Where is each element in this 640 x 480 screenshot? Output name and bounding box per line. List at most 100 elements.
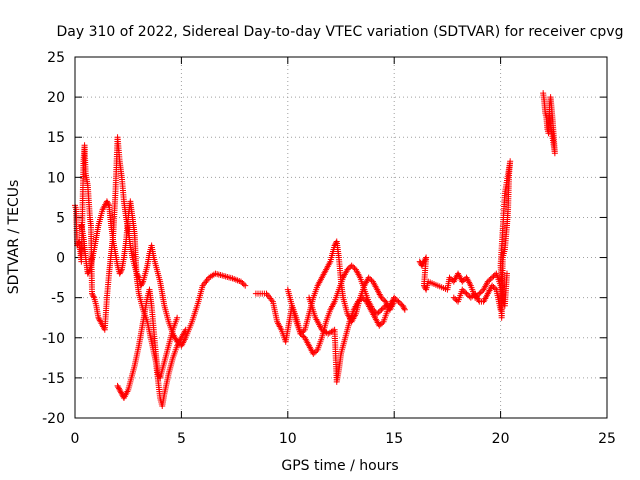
data-point [360, 296, 367, 303]
data-point [394, 297, 401, 304]
data-point [446, 274, 453, 281]
data-point [104, 199, 111, 206]
data-point [462, 289, 469, 296]
x-tick-label: 15 [385, 431, 403, 447]
y-tick-label: 25 [47, 50, 65, 66]
data-points [72, 90, 558, 409]
data-point [463, 290, 470, 297]
y-tick-label: -20 [42, 411, 65, 427]
data-point [115, 385, 122, 392]
data-point [378, 306, 385, 313]
data-point [489, 282, 496, 289]
data-point [467, 294, 474, 301]
data-point [95, 314, 102, 321]
data-point [118, 267, 125, 274]
data-point [401, 305, 408, 312]
data-point [452, 296, 459, 303]
data-point [367, 275, 374, 282]
data-point [447, 275, 454, 282]
data-point [392, 296, 399, 303]
data-point [84, 270, 91, 277]
data-point [400, 304, 407, 311]
data-point [491, 285, 498, 292]
data-point [490, 283, 497, 290]
data-point [237, 278, 244, 285]
y-tick-label: 0 [56, 251, 65, 267]
data-point [182, 326, 189, 333]
x-tick-label: 5 [177, 431, 186, 447]
data-point [86, 267, 93, 274]
data-point [391, 294, 398, 301]
data-point [356, 297, 363, 304]
data-point [546, 114, 553, 121]
data-point [116, 270, 123, 277]
data-point [484, 278, 491, 285]
data-point [240, 281, 247, 288]
y-tick-label: 10 [47, 170, 65, 186]
data-point [477, 289, 484, 296]
data-point [377, 321, 384, 328]
x-tick-label: 0 [71, 431, 80, 447]
data-point [117, 269, 124, 276]
data-point [313, 348, 320, 355]
data-point [89, 291, 96, 298]
y-tick-label: 15 [47, 130, 65, 146]
data-point [174, 314, 181, 321]
data-point [377, 308, 384, 315]
data-point [459, 286, 466, 293]
data-point [239, 279, 246, 286]
y-tick-label: -5 [51, 291, 65, 307]
data-point [115, 384, 122, 391]
data-point [297, 330, 304, 337]
data-point [355, 298, 362, 305]
data-point [469, 293, 476, 300]
data-point [487, 275, 494, 282]
data-point [395, 298, 402, 305]
data-point [89, 290, 96, 297]
y-tick-label: 5 [56, 210, 65, 226]
data-point [378, 294, 385, 301]
data-point [298, 332, 305, 339]
data-point [376, 322, 383, 329]
data-point [381, 304, 388, 311]
data-point [460, 287, 467, 294]
data-point [359, 294, 366, 301]
data-point [365, 274, 372, 281]
data-point [114, 382, 121, 389]
data-point [300, 328, 307, 335]
data-point [401, 306, 408, 313]
data-point [90, 293, 97, 300]
x-axis-label: GPS time / hours [281, 458, 398, 474]
data-point [139, 279, 146, 286]
data-point [486, 277, 493, 284]
data-point [450, 294, 457, 301]
data-point [118, 389, 125, 396]
y-tick-label: 20 [47, 90, 65, 106]
plot-frame [74, 56, 608, 419]
data-point [310, 350, 317, 357]
data-point [503, 270, 510, 277]
data-point [138, 281, 145, 288]
data-point [105, 201, 112, 208]
data-point [418, 262, 425, 269]
data-point [96, 316, 103, 323]
data-point [389, 298, 396, 305]
data-point [103, 198, 110, 205]
data-point [333, 239, 340, 246]
data-point [379, 305, 386, 312]
data-point [242, 282, 249, 289]
data-point [311, 349, 318, 356]
data-point [375, 309, 382, 316]
data-point [348, 262, 355, 269]
data-point [75, 239, 82, 246]
data-point [344, 266, 351, 273]
data-point [464, 291, 471, 298]
data-point [85, 269, 92, 276]
chart-title: Day 310 of 2022, Sidereal Day-to-day VTE… [57, 24, 624, 40]
data-point [379, 296, 386, 303]
data-point [345, 265, 352, 272]
data-point [460, 277, 467, 284]
x-tick-label: 25 [598, 431, 616, 447]
data-point [497, 306, 504, 313]
